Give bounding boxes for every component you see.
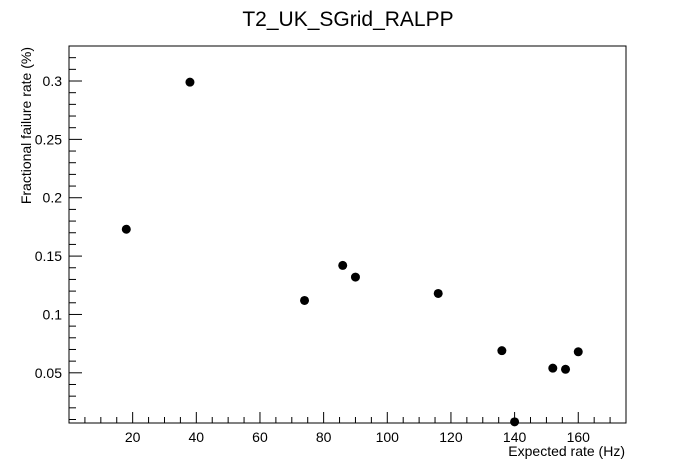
y-axis-label: Fractional failure rate (%) bbox=[18, 47, 34, 204]
x-tick-label: 120 bbox=[439, 429, 463, 445]
data-point bbox=[350, 272, 360, 282]
data-point bbox=[300, 295, 310, 305]
data-point bbox=[433, 288, 443, 298]
x-axis: 20 40 60 80 100 120 140 160 bbox=[84, 412, 611, 445]
data-point bbox=[561, 364, 571, 374]
x-tick-label: 80 bbox=[316, 429, 332, 445]
x-tick-label: 40 bbox=[189, 429, 205, 445]
y-tick-label: 0.3 bbox=[43, 73, 63, 89]
y-tick-label: 0.15 bbox=[35, 248, 62, 264]
data-point bbox=[497, 346, 507, 356]
x-tick-label: 60 bbox=[252, 429, 268, 445]
y-tick-label: 0.2 bbox=[43, 190, 63, 206]
plot-frame bbox=[68, 45, 627, 424]
data-point bbox=[510, 417, 520, 427]
x-tick-label: 20 bbox=[125, 429, 141, 445]
y-tick-label: 0.1 bbox=[43, 306, 63, 322]
x-axis-label: Expected rate (Hz) bbox=[508, 443, 625, 459]
data-points bbox=[121, 77, 583, 427]
data-point bbox=[573, 347, 583, 357]
chart-title: T2_UK_SGrid_RALPP bbox=[242, 8, 453, 31]
data-point bbox=[185, 77, 195, 87]
data-point bbox=[121, 224, 131, 234]
data-point bbox=[548, 363, 558, 373]
y-axis: 0.05 0.1 0.15 0.2 0.25 0.3 bbox=[35, 57, 82, 420]
x-tick-label: 100 bbox=[376, 429, 400, 445]
y-tick-label: 0.05 bbox=[35, 365, 62, 381]
x-tick-label: 160 bbox=[567, 429, 591, 445]
y-tick-label: 0.25 bbox=[35, 131, 62, 147]
data-point bbox=[338, 260, 348, 270]
x-tick-label: 140 bbox=[503, 429, 527, 445]
